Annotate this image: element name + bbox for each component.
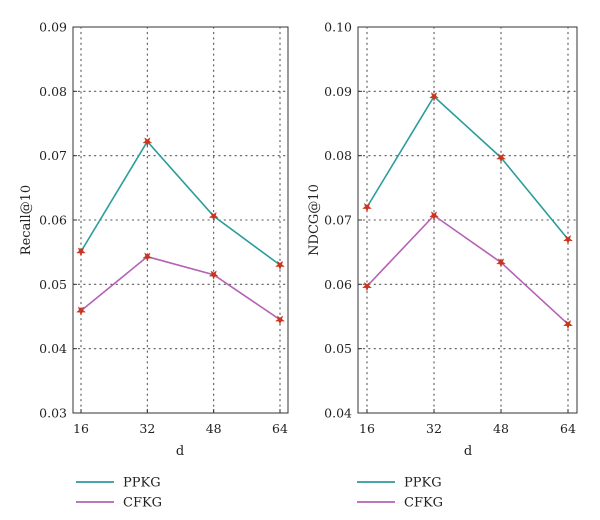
y-tick-label: 0.06 (39, 213, 67, 228)
x-tick-label: 48 (206, 421, 222, 436)
data-point-ppkg (496, 153, 506, 163)
series-line-ppkg (80, 140, 281, 266)
y-axis-title: NDCG@10 (307, 184, 322, 256)
data-point-ppkg (429, 92, 439, 102)
y-tick-label: 0.04 (39, 341, 67, 356)
x-tick-layer: 16 32 48 64 (359, 409, 576, 436)
y-tick-label: 0.03 (39, 406, 67, 421)
x-tick-label: 32 (426, 421, 442, 436)
y-tick-label: 0.09 (39, 20, 67, 35)
chart-panel-ndcg: 0.040.050.060.070.080.090.10 16 32 48 64 d … (307, 20, 578, 511)
grid-layer (72, 26, 289, 414)
legend-label-cfkg: CFKG (123, 496, 162, 511)
y-tick-label: 0.08 (324, 148, 352, 163)
data-point-ppkg (362, 202, 372, 213)
x-tick-label: 64 (272, 421, 288, 436)
x-tick-label: 16 (359, 421, 375, 436)
y-tick-label: 0.05 (324, 341, 352, 356)
data-point-ppkg (563, 235, 573, 245)
y-tick-label: 0.05 (39, 277, 67, 292)
y-tick-label: 0.07 (324, 213, 352, 228)
y-axis-title: Recall@10 (19, 185, 34, 255)
y-tick-layer: 0.04 0.05 0.06 0.07 0.08 0.09 0.10 (324, 20, 362, 421)
series-line-cfkg (366, 214, 569, 325)
x-tick-layer: 16 32 48 64 (73, 409, 288, 436)
series-line-cfkg (80, 255, 281, 321)
y-tick-label: 0.04 (324, 406, 352, 421)
legend-label-ppkg: PPKG (404, 476, 442, 491)
x-tick-label: 48 (493, 421, 509, 436)
data-point-ppkg (76, 247, 86, 257)
x-tick-label: 64 (560, 421, 576, 436)
data-point-cfkg (429, 211, 439, 221)
x-axis-title: d (176, 444, 184, 459)
data-point-cfkg (142, 252, 153, 262)
series-line-ppkg (366, 95, 569, 240)
y-tick-label: 0.09 (324, 84, 352, 99)
x-tick-label: 32 (139, 421, 155, 436)
legend: PPKG CFKG (357, 476, 443, 511)
data-point-cfkg (563, 320, 573, 330)
y-tick-label: 0.07 (39, 148, 67, 163)
series-layer (76, 137, 285, 325)
x-tick-label: 16 (73, 421, 89, 436)
data-point-cfkg (76, 306, 86, 316)
data-point-cfkg (275, 315, 285, 325)
y-tick-label: 0.08 (39, 84, 67, 99)
y-tick-label: 0.06 (324, 277, 352, 292)
y-tick-label: 0.10 (324, 20, 352, 35)
series-layer (362, 92, 573, 330)
grid-layer (357, 26, 578, 414)
legend-label-ppkg: PPKG (123, 476, 161, 491)
legend-label-cfkg: CFKG (404, 496, 443, 511)
y-tick-layer: 0.03 0.04 0.05 0.06 0.07 0.08 0.09 (39, 20, 77, 421)
data-point-cfkg (208, 270, 219, 280)
data-point-ppkg (208, 211, 219, 222)
data-point-ppkg (142, 137, 153, 147)
data-point-cfkg (496, 258, 506, 268)
legend: PPKG CFKG (76, 476, 162, 511)
chart-panel-recall: 0.030.040.050.060.070.080.09 16 32 48 64 d … (19, 20, 289, 511)
data-point-ppkg (275, 260, 285, 271)
x-axis-title: d (464, 444, 472, 459)
data-point-cfkg (362, 282, 372, 292)
